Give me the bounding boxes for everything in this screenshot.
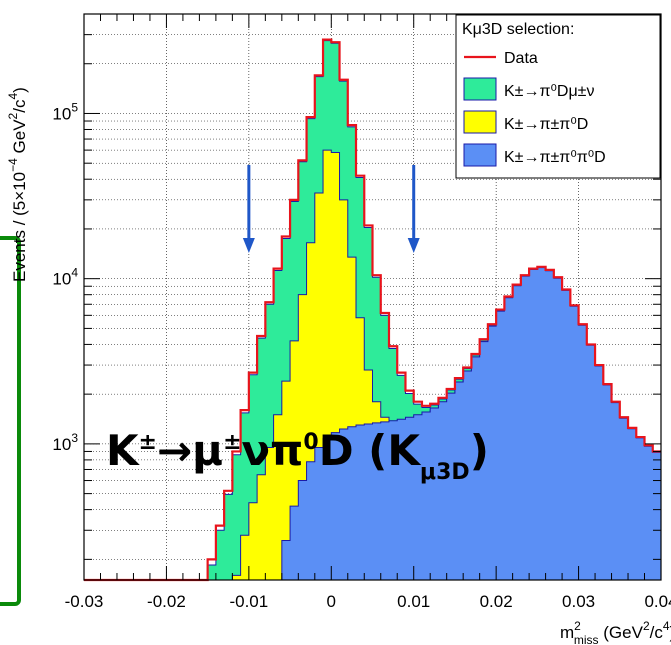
x-tick-label: 0.02: [480, 592, 513, 611]
y-axis-label: Events / (5×10−4 GeV2/c4): [6, 87, 29, 282]
legend-title: Kμ3D selection:: [462, 21, 574, 38]
x-tick-label: 0.03: [562, 592, 595, 611]
x-tick-label: 0.01: [397, 592, 430, 611]
green-frame-box: [0, 236, 21, 606]
x-tick-labels: -0.03 -0.02 -0.01 0 0.01 0.02 0.03 0.04: [65, 592, 671, 611]
data-series-line: [84, 38, 661, 582]
x-tick-label: -0.01: [229, 592, 268, 611]
x-tick-label: -0.02: [147, 592, 186, 611]
legend-swatch: [463, 77, 497, 101]
cut-arrows: [242, 165, 420, 253]
y-tick-labels: 103 104 105: [52, 100, 78, 453]
cut-arrow-head: [407, 238, 420, 253]
legend-entry: K±→π⁰Dμ±ν: [504, 83, 594, 100]
x-tick-label: -0.03: [65, 592, 104, 611]
x-tick-label: 0: [327, 592, 336, 611]
legend-entry: K±→π±π⁰D: [504, 116, 588, 133]
cut-arrow-head: [242, 238, 255, 253]
y-tick-label: 105: [52, 100, 78, 123]
decay-title: K±→μ±νπ0D (Kμ3D): [106, 426, 489, 485]
legend-swatch: [463, 143, 497, 167]
plot-frame: [83, 13, 662, 581]
legend-entry: K±→π±π⁰π⁰D: [504, 149, 606, 166]
y-tick-label: 103: [52, 431, 78, 454]
legend-swatch: [463, 110, 497, 134]
legend-entry: Data: [504, 50, 538, 67]
legend: Kμ3D selection: Data K±→π⁰Dμ±ν K±→π±π⁰D K±→π…: [455, 14, 661, 179]
y-tick-label: 104: [52, 266, 78, 289]
x-tick-label: 0.04: [644, 592, 671, 611]
data-line: [84, 38, 661, 582]
